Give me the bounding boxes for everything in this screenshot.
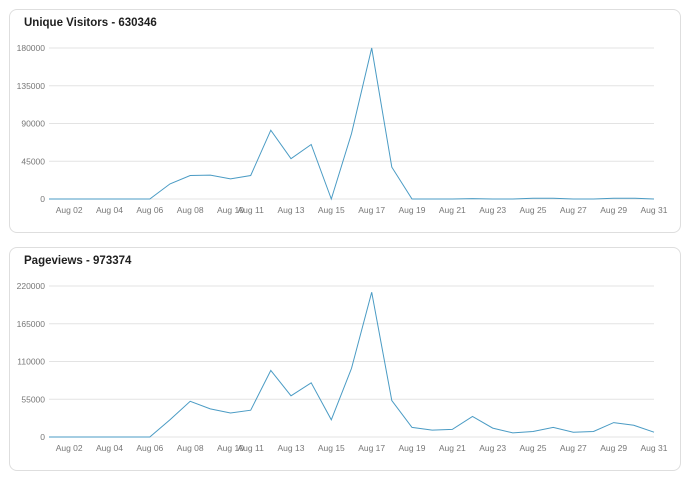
x-tick-label: Aug 10 bbox=[217, 205, 244, 215]
x-tick-label: Aug 02 bbox=[56, 205, 83, 215]
x-tick-label: Aug 08 bbox=[177, 205, 204, 215]
x-tick-label: Aug 06 bbox=[136, 205, 163, 215]
x-tick-label: Aug 10 bbox=[217, 443, 244, 453]
x-tick-label: Aug 29 bbox=[600, 205, 627, 215]
series-line bbox=[49, 292, 655, 438]
x-tick-label: Aug 25 bbox=[520, 443, 547, 453]
x-tick-label: Aug 23 bbox=[479, 205, 506, 215]
x-tick-label: Aug 15 bbox=[318, 205, 345, 215]
x-tick-label: Aug 06 bbox=[136, 443, 163, 453]
x-tick-label: Aug 08 bbox=[177, 443, 204, 453]
x-tick-label: Aug 17 bbox=[358, 205, 385, 215]
x-tick-label: Aug 04 bbox=[96, 443, 123, 453]
x-tick-label: Aug 21 bbox=[439, 205, 466, 215]
x-tick-label: Aug 13 bbox=[278, 443, 305, 453]
y-tick-label: 90000 bbox=[21, 119, 45, 129]
x-tick-label: Aug 17 bbox=[358, 443, 385, 453]
x-tick-label: Aug 23 bbox=[479, 443, 506, 453]
y-tick-label: 180000 bbox=[17, 43, 46, 53]
x-tick-label: Aug 11 bbox=[238, 443, 265, 453]
pageviews-card: Pageviews - 973374 0 55000 110000 165000 220… bbox=[9, 247, 681, 471]
y-tick-label: 220000 bbox=[17, 281, 46, 291]
y-tick-label: 45000 bbox=[21, 156, 45, 166]
y-tick-label: 0 bbox=[40, 432, 45, 442]
x-tick-label: Aug 31 bbox=[641, 205, 668, 215]
unique-visitors-title: Unique Visitors - 630346 bbox=[24, 17, 157, 29]
x-tick-label: Aug 19 bbox=[399, 205, 426, 215]
pageviews-title: Pageviews - 973374 bbox=[24, 255, 132, 267]
y-tick-label: 135000 bbox=[17, 81, 46, 91]
series-line bbox=[49, 47, 655, 201]
x-tick-label: Aug 29 bbox=[600, 443, 627, 453]
pageviews-chart: 0 55000 110000 165000 220000 Aug 02 Aug 04 Aug … bbox=[17, 281, 668, 453]
x-tick-label: Aug 27 bbox=[560, 443, 587, 453]
x-tick-label: Aug 15 bbox=[318, 443, 345, 453]
x-tick-label: Aug 27 bbox=[560, 205, 587, 215]
x-tick-label: Aug 21 bbox=[439, 443, 466, 453]
y-tick-label: 0 bbox=[40, 194, 45, 204]
y-tick-label: 165000 bbox=[17, 319, 46, 329]
x-tick-label: Aug 25 bbox=[520, 205, 547, 215]
unique-visitors-chart: 0 45000 90000 135000 180000 Aug 02 Aug 04 Aug 0… bbox=[17, 43, 668, 215]
y-tick-label: 110000 bbox=[17, 357, 45, 367]
x-tick-label: Aug 02 bbox=[56, 443, 83, 453]
x-tick-label: Aug 04 bbox=[96, 205, 123, 215]
unique-visitors-card: Unique Visitors - 630346 0 45000 90000 1350… bbox=[9, 9, 681, 233]
x-tick-label: Aug 31 bbox=[641, 443, 668, 453]
x-tick-label: Aug 19 bbox=[399, 443, 426, 453]
x-tick-label: Aug 13 bbox=[278, 205, 305, 215]
x-tick-label: Aug 11 bbox=[238, 205, 265, 215]
y-tick-label: 55000 bbox=[21, 394, 45, 404]
